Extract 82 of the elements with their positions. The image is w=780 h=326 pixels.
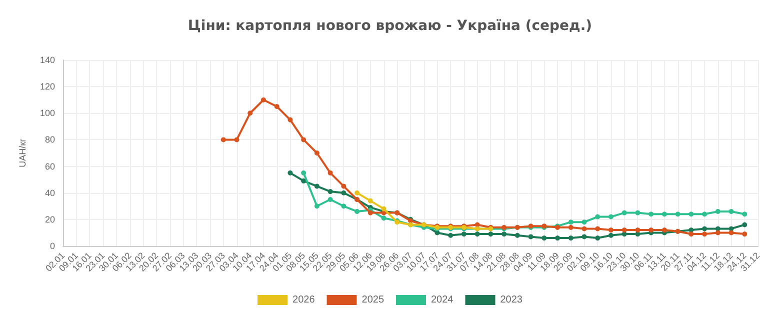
point — [688, 232, 694, 237]
point — [595, 214, 600, 220]
point — [742, 212, 748, 217]
point — [688, 212, 694, 217]
point — [608, 214, 614, 220]
point — [648, 212, 654, 217]
point — [354, 208, 360, 214]
point — [675, 212, 680, 217]
y-tick-label: 40 — [44, 188, 55, 198]
point — [314, 150, 320, 156]
point — [328, 170, 333, 176]
point — [595, 236, 600, 241]
point — [274, 104, 280, 109]
point — [528, 234, 534, 240]
point — [234, 137, 240, 142]
y-tick-label: 20 — [44, 214, 55, 224]
point — [595, 226, 600, 232]
point — [662, 212, 667, 217]
point — [622, 228, 627, 233]
y-tick-label: 60 — [44, 161, 55, 172]
point — [648, 228, 654, 233]
point — [301, 178, 306, 184]
point — [568, 220, 574, 225]
y-axis-title: UAH/кг — [18, 138, 28, 168]
point — [555, 236, 560, 241]
point — [702, 232, 708, 237]
point — [568, 224, 574, 230]
legend-label: 2023 — [500, 294, 523, 306]
y-tick-label: 140 — [40, 55, 55, 65]
point — [314, 204, 320, 209]
point — [715, 208, 720, 214]
point — [381, 216, 386, 221]
point — [728, 208, 734, 214]
point — [582, 234, 587, 240]
point — [368, 198, 373, 204]
y-tick-label: 120 — [40, 82, 55, 92]
chart-title: Ціни: картопля нового врожаю - Україна (серед.) — [188, 18, 592, 34]
point — [702, 226, 708, 232]
point — [368, 210, 373, 216]
point — [702, 212, 708, 217]
point — [461, 232, 466, 237]
point — [301, 170, 306, 176]
point — [220, 137, 226, 142]
point — [635, 210, 640, 216]
point — [341, 204, 346, 209]
point — [474, 232, 480, 237]
point — [608, 228, 614, 233]
point — [542, 236, 547, 241]
point — [248, 110, 253, 116]
point — [341, 190, 346, 196]
point — [622, 210, 627, 216]
point — [314, 184, 320, 189]
point — [448, 232, 454, 238]
y-tick-label: 100 — [40, 108, 55, 118]
point — [715, 226, 720, 232]
point — [582, 220, 587, 225]
point — [328, 189, 333, 194]
point — [742, 222, 748, 228]
point — [301, 137, 306, 142]
point — [608, 232, 614, 238]
point — [635, 228, 640, 233]
point — [341, 184, 346, 189]
legend-label: 2025 — [362, 294, 384, 306]
point — [715, 230, 720, 236]
point — [288, 117, 293, 122]
point — [502, 232, 507, 237]
point — [582, 226, 587, 232]
point — [288, 170, 293, 176]
y-tick-label: 0 — [50, 241, 55, 251]
point — [260, 97, 266, 102]
point — [354, 190, 360, 196]
point — [728, 230, 734, 236]
point — [742, 232, 748, 237]
point — [514, 232, 520, 238]
point — [662, 228, 667, 233]
point — [381, 206, 386, 212]
point — [488, 232, 494, 237]
point — [328, 197, 333, 202]
legend-label: 2026 — [292, 294, 316, 306]
legend-label: 2024 — [431, 294, 454, 306]
y-tick-label: 80 — [44, 134, 55, 145]
point — [568, 236, 574, 241]
